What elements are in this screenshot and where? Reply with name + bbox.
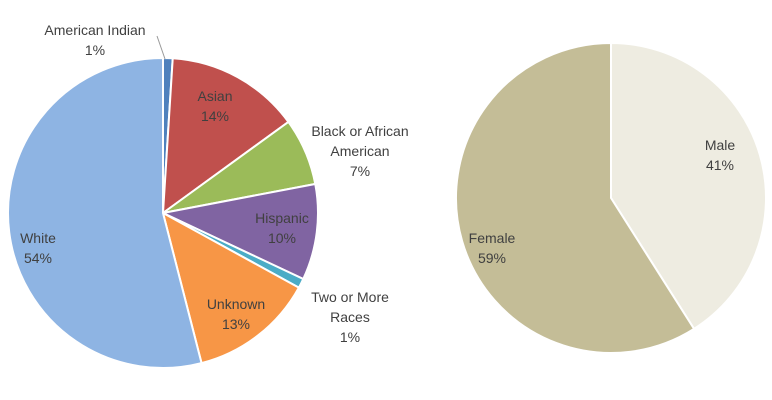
category-label: Two or More Races [311,289,389,325]
category-label: Hispanic [255,210,309,226]
data-label: Unknown 13% [196,294,276,334]
data-label: American Indian 1% [25,20,165,60]
data-label: Male 41% [685,135,755,175]
category-label: Male [704,137,736,153]
value-label: 13% [221,316,251,332]
data-label: Asian 14% [175,86,255,126]
value-label: 10% [267,230,297,246]
category-label: Asian [197,88,233,104]
data-label: Hispanic 10% [242,208,322,248]
value-label: 1% [339,329,361,345]
pie-slice [161,57,290,216]
pie-slice [7,56,203,369]
data-label: Black or African American 7% [300,121,420,181]
value-label: 59% [477,250,507,266]
data-label: Female 59% [457,228,527,268]
category-label: White [20,230,56,246]
category-label: Female [468,230,516,246]
value-label: 7% [349,163,371,179]
leader-line [156,35,166,60]
pie-slice [159,182,319,281]
value-label: 1% [84,42,106,58]
data-label: Two or More Races 1% [300,287,400,347]
pie-slice [455,41,696,354]
category-label: Unknown [206,296,266,312]
category-label: Black or African American [311,123,409,159]
value-label: 54% [23,250,53,266]
pie-slice [161,211,301,365]
value-label: 14% [200,108,230,124]
category-label: American Indian [44,22,146,38]
value-label: 41% [705,157,735,173]
data-label: White 54% [3,228,73,268]
